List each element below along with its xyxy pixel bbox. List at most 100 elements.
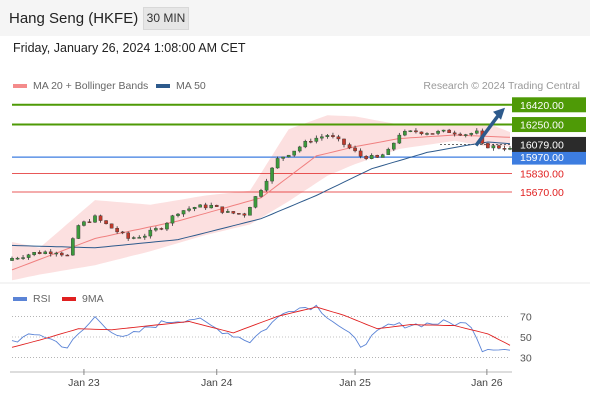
candle-body (270, 167, 274, 182)
header-bar (0, 0, 590, 36)
candle-body (148, 229, 153, 237)
candle-body (176, 213, 180, 216)
legend-9ma-label: 9MA (82, 293, 104, 305)
rsi-line (11, 304, 511, 353)
legend-ma50: MA 50 (156, 80, 206, 92)
candle-body (320, 136, 324, 139)
candle-body (165, 222, 169, 230)
candle-body (214, 204, 219, 207)
candle-body (198, 204, 202, 208)
legend-ma20: MA 20 + Bollinger Bands (13, 80, 148, 92)
candle-body (131, 237, 136, 239)
level-tag-resistance (512, 97, 586, 113)
candle-body (203, 204, 208, 209)
level-label-resistance: 16250.00 (520, 120, 564, 132)
candle-body (82, 221, 86, 226)
candle-body (109, 223, 114, 229)
candle-body (142, 235, 147, 238)
level-tag-pivot (512, 149, 586, 165)
candle-body (220, 206, 225, 213)
candle-body (21, 257, 25, 259)
x-tick-label: Jan 24 (201, 377, 233, 389)
legend-ma20-label: MA 20 + Bollinger Bands (33, 80, 149, 92)
candle-body (408, 130, 413, 132)
candle-body (475, 130, 479, 134)
candle-body (303, 141, 308, 148)
forecast-arrow-head (493, 107, 505, 120)
candle-body (115, 228, 119, 233)
candle-body (71, 238, 75, 256)
candle-body (491, 145, 496, 149)
candle-body (358, 150, 363, 157)
candle-body (76, 225, 81, 239)
candle-body (181, 210, 186, 215)
candle-body (441, 129, 446, 132)
candle-body (309, 141, 313, 143)
candle-body (48, 251, 53, 254)
candle-body (37, 252, 42, 255)
candle-body (497, 145, 501, 149)
candle-body (325, 135, 330, 137)
current-price-label: 16079.00 (520, 139, 564, 151)
candle-body (419, 131, 424, 135)
candle-body (104, 220, 108, 225)
candle-body (242, 213, 247, 216)
candle-body (414, 130, 418, 133)
candle-body (10, 258, 14, 261)
interval-button[interactable]: 30 MIN (143, 7, 189, 30)
candle-body (452, 132, 457, 135)
candle-body (187, 208, 191, 211)
candle-body (87, 221, 92, 223)
candle-body (60, 252, 64, 256)
forecast-arrow-shaft (474, 110, 503, 147)
candle-body (469, 133, 474, 135)
credit: Research © 2024 Trading Central (423, 80, 580, 92)
candle-body (297, 146, 302, 152)
candle-body (54, 252, 59, 255)
candle-body (65, 254, 70, 257)
candle-body (463, 134, 468, 136)
candle-body (281, 156, 285, 159)
legend-9ma: 9MA (62, 293, 104, 305)
candle-body (292, 150, 297, 156)
candle-body (436, 130, 440, 134)
candle-body (170, 215, 175, 224)
candle-body (248, 207, 252, 216)
candle-body (314, 137, 319, 142)
ma20-swatch (13, 84, 27, 89)
candle-body (508, 147, 512, 150)
ma50-swatch (156, 84, 170, 89)
candle-body (264, 180, 269, 191)
candle-body (225, 211, 230, 213)
level-label-resistance: 16420.00 (520, 100, 564, 112)
x-tick-label: Jan 23 (68, 377, 100, 389)
candle-body (364, 155, 368, 159)
candle-body (259, 190, 263, 197)
candle-body (286, 154, 291, 158)
candle-body (26, 254, 31, 258)
candles (10, 128, 512, 261)
candle-body (486, 143, 490, 149)
timestamp: Friday, January 26, 2024 1:08:00 AM CET (13, 41, 246, 55)
candle-body (397, 134, 402, 144)
candle-body (231, 211, 236, 214)
candle-body (447, 129, 451, 134)
candle-body (347, 144, 352, 149)
level-label-pivot: 15970.00 (520, 152, 564, 164)
x-tick-label: Jan 25 (339, 377, 371, 389)
candle-body (331, 135, 335, 137)
candle-body (386, 148, 391, 155)
candle-body (120, 231, 125, 234)
legend-rsi: RSI (13, 293, 51, 305)
legend-ma50-label: MA 50 (176, 80, 206, 92)
candle-body (192, 207, 197, 210)
candle-body (43, 251, 47, 255)
level-label-support: 15670.00 (520, 187, 564, 199)
candle-body (32, 252, 36, 255)
candle-body (253, 196, 258, 208)
rsi-ma-line (11, 306, 511, 348)
ma50-line (11, 141, 511, 249)
chart-title: Hang Seng (HKFE) (9, 10, 139, 27)
rsi-tick-label: 50 (520, 332, 532, 344)
